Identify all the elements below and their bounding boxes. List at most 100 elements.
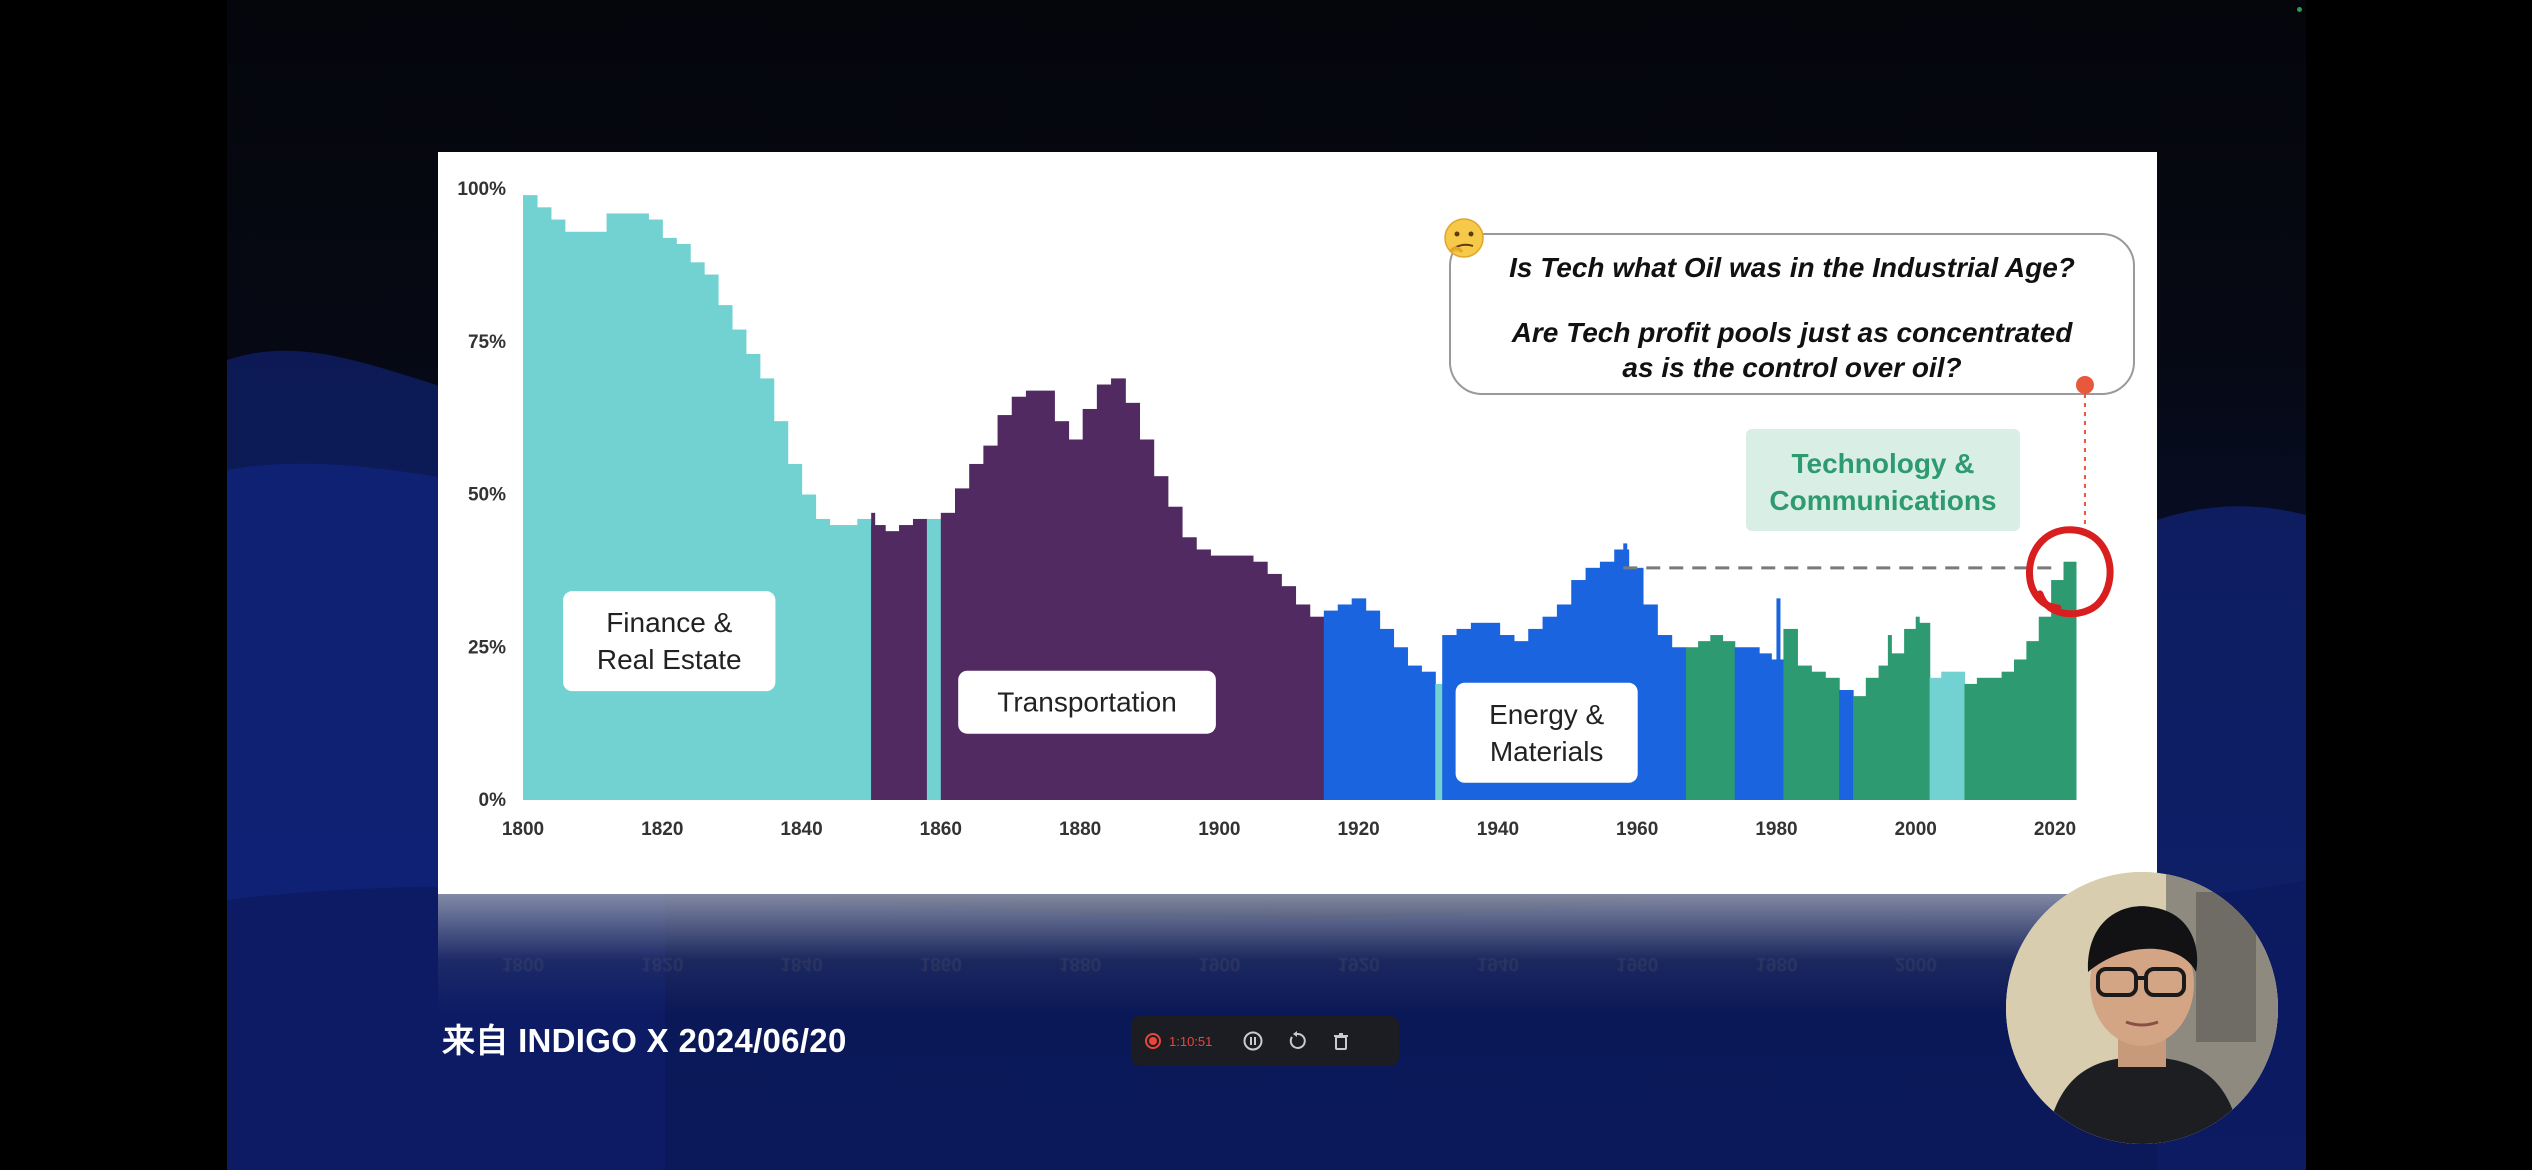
chart-bar bbox=[1323, 610, 1339, 800]
slide-reflection bbox=[438, 894, 2157, 1014]
chart-bar bbox=[704, 274, 719, 800]
chart-bar bbox=[955, 488, 970, 800]
chart-bar bbox=[1393, 647, 1408, 800]
restart-button[interactable] bbox=[1275, 1021, 1319, 1061]
chart-bar bbox=[662, 237, 677, 800]
chart-bar-spike bbox=[1623, 543, 1628, 800]
chart-bar bbox=[606, 213, 622, 800]
chart-bar bbox=[1952, 671, 1966, 800]
chart-bar bbox=[1685, 647, 1699, 800]
restart-icon bbox=[1289, 1031, 1306, 1049]
chart-bar bbox=[536, 207, 552, 800]
chart-bar bbox=[787, 463, 803, 800]
reflected-tick-label: 1940 bbox=[1476, 953, 1520, 974]
chart-bar bbox=[1710, 635, 1724, 800]
chart-bar bbox=[1865, 677, 1880, 800]
chart-bar bbox=[997, 415, 1013, 800]
chart-bar bbox=[550, 219, 566, 801]
chart-bar bbox=[1746, 647, 1760, 800]
chart-bar bbox=[1054, 421, 1070, 800]
chart-bar bbox=[1989, 677, 2003, 800]
y-tick-label: 75% bbox=[468, 332, 506, 353]
tech-highlight-text: Communications bbox=[1769, 485, 1996, 516]
chart-bar bbox=[885, 531, 900, 800]
x-tick-label: 1860 bbox=[920, 819, 962, 840]
chart-bar bbox=[1964, 683, 1978, 800]
red-annotation-circle bbox=[2026, 526, 2114, 618]
chart-bar bbox=[1210, 555, 1226, 800]
chart-bar bbox=[648, 219, 663, 801]
chart-bar bbox=[1181, 537, 1197, 800]
chart-bar bbox=[857, 518, 872, 800]
chart-bar bbox=[1783, 628, 1798, 800]
chart-bar bbox=[983, 445, 999, 800]
chart-bar bbox=[1941, 671, 1954, 800]
chart-bar bbox=[2038, 616, 2052, 800]
chart-bar bbox=[1096, 384, 1112, 800]
chart-bar bbox=[2013, 659, 2027, 800]
reflected-tick-label: 1800 bbox=[501, 953, 545, 974]
recording-toolbar: 1:10:51 bbox=[1131, 1016, 1399, 1066]
thinking-face-icon bbox=[1444, 218, 1484, 258]
chart-bar bbox=[1267, 573, 1282, 800]
sector-label-text: Transportation bbox=[997, 687, 1177, 718]
chart-bar bbox=[1435, 683, 1443, 800]
reflected-tick-label: 1840 bbox=[780, 953, 823, 974]
x-tick-label: 1880 bbox=[1059, 819, 1101, 840]
trash-icon bbox=[1334, 1033, 1348, 1050]
x-tick-label: 1980 bbox=[1755, 819, 1797, 840]
chart-bar bbox=[940, 512, 956, 800]
chart-bar bbox=[1976, 677, 1990, 800]
chart-bar bbox=[1167, 506, 1183, 800]
x-tick-label: 1840 bbox=[780, 819, 822, 840]
chart-bar bbox=[1929, 677, 1942, 800]
chart-bar bbox=[1797, 665, 1812, 800]
sector-label: Transportation bbox=[958, 670, 1216, 734]
chart-bar bbox=[676, 243, 691, 800]
chart-bar bbox=[717, 305, 733, 800]
reflected-tick-label: 1960 bbox=[1616, 953, 1659, 974]
chart-bar-spike bbox=[745, 360, 750, 800]
reflected-tick-label: 1900 bbox=[1198, 953, 1241, 974]
chart-bar bbox=[1421, 671, 1436, 800]
reflected-axis-labels: 1800 1820 1840 1860 1880 1900 1920 1940 1960 1980… bbox=[438, 952, 2157, 976]
sector-concentration-chart: 0% 25% 50% 75% 100% 1800 1820 1840 1860 1880 1900 1… bbox=[457, 179, 2135, 840]
chart-bar bbox=[523, 195, 538, 801]
presentation-slide: 0% 25% 50% 75% 100% 1800 1820 1840 1860 1880 1900 1… bbox=[438, 152, 2157, 894]
chart-bar bbox=[1309, 616, 1325, 800]
chart-bar bbox=[759, 378, 775, 800]
chart-bar bbox=[1853, 696, 1867, 800]
x-tick-label: 1820 bbox=[641, 819, 683, 840]
callout-question-2: as is the control over oil? bbox=[1622, 352, 1961, 383]
chart-bar bbox=[1224, 555, 1240, 800]
y-tick-label: 100% bbox=[457, 179, 506, 200]
y-tick-label: 50% bbox=[468, 485, 506, 506]
chart-bar bbox=[2051, 580, 2065, 800]
chart-bar bbox=[1153, 476, 1169, 800]
chart-bar bbox=[2063, 561, 2077, 800]
chart-bar bbox=[969, 463, 984, 800]
chart-bar-spike bbox=[871, 512, 876, 800]
chart-bar bbox=[801, 494, 817, 800]
chart-bar bbox=[1722, 641, 1736, 800]
record-icon[interactable] bbox=[1145, 1033, 1161, 1049]
chart-bar bbox=[1734, 647, 1748, 800]
sector-label: Energy & Materials bbox=[1455, 682, 1638, 783]
chart-bar bbox=[912, 518, 928, 800]
webcam-overlay[interactable] bbox=[2006, 872, 2278, 1144]
chart-bar bbox=[1125, 402, 1141, 800]
x-tick-label: 1940 bbox=[1477, 819, 1519, 840]
reflected-tick-label: 2000 bbox=[1894, 953, 1937, 974]
chart-bar bbox=[1657, 635, 1673, 800]
source-caption: 来自 INDIGO X 2024/06/20 bbox=[442, 1022, 847, 1059]
pause-button[interactable] bbox=[1231, 1021, 1275, 1061]
chart-bar bbox=[634, 213, 649, 800]
chart-bar bbox=[592, 231, 608, 800]
reflected-tick-label: 1880 bbox=[1058, 953, 1102, 974]
chart-bar bbox=[1839, 690, 1854, 800]
chart-bar bbox=[620, 213, 636, 800]
delete-button[interactable] bbox=[1319, 1021, 1363, 1061]
status-dot bbox=[2297, 7, 2302, 12]
presenter-avatar bbox=[2006, 872, 2278, 1144]
chart-bar bbox=[926, 518, 942, 800]
